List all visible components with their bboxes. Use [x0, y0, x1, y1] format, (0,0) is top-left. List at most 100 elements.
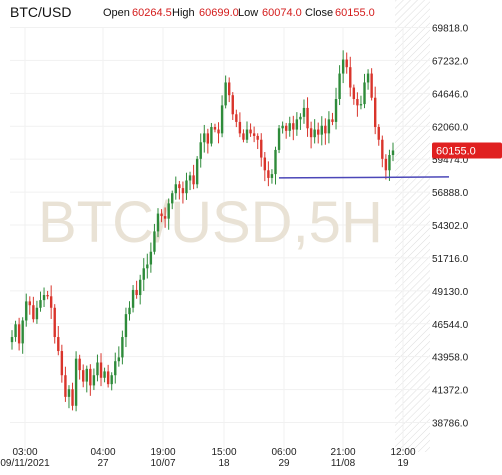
candle [352, 84, 356, 105]
chart-title: BTC/USD [10, 4, 71, 20]
candle-body [121, 337, 124, 358]
candle-body [324, 125, 327, 134]
candle [35, 300, 39, 324]
candle [128, 301, 131, 321]
candle [381, 135, 384, 168]
candle [334, 87, 338, 130]
candle [295, 112, 299, 136]
candle [32, 296, 35, 323]
candle-body [299, 116, 302, 120]
candle [224, 75, 227, 109]
candle [313, 119, 316, 144]
candle-body [388, 155, 391, 171]
candle-body [320, 125, 323, 135]
candle [153, 223, 156, 255]
candle-body [171, 193, 174, 204]
candle-body [370, 73, 373, 98]
candle [46, 290, 49, 300]
candle-body [199, 142, 202, 159]
watermark: BTC/USD,5H [38, 190, 383, 255]
candle [231, 92, 234, 120]
candle-body [188, 175, 192, 181]
y-tick-label: 49130.0 [432, 287, 469, 298]
candle-body [281, 125, 284, 129]
candle-body [292, 123, 295, 130]
candle-body [249, 129, 252, 134]
candle-body [359, 104, 363, 106]
candle-body [338, 73, 341, 100]
candle [256, 133, 259, 150]
candles [10, 50, 395, 412]
candle [42, 287, 46, 308]
candle-body [99, 362, 103, 378]
last-price-marker: 60155.0 [432, 142, 502, 159]
candle [288, 116, 291, 137]
candle [178, 180, 181, 200]
candle-body [331, 119, 334, 122]
candle [17, 317, 21, 351]
candle [388, 149, 391, 181]
candle [149, 242, 153, 273]
candle-body [317, 129, 320, 135]
candle [384, 154, 388, 180]
candle [235, 109, 238, 128]
candle-body [306, 107, 309, 129]
candle [71, 382, 74, 411]
candle [377, 124, 380, 146]
candle-body [220, 105, 224, 134]
candle-body [363, 82, 366, 105]
candle [25, 293, 28, 327]
candle-body [377, 127, 380, 140]
candle [188, 171, 192, 191]
support-line [278, 176, 450, 179]
candle-body [39, 300, 42, 308]
candle [356, 92, 359, 117]
candle-body [267, 170, 270, 178]
candle [10, 330, 14, 350]
candle-body [14, 324, 17, 338]
ohlc-value: 60074.0 [262, 7, 302, 19]
candle [64, 366, 67, 402]
candle-body [46, 295, 49, 297]
candle [306, 97, 309, 137]
last-price-label: 60155.0 [436, 145, 476, 157]
candle [349, 56, 352, 97]
candle [28, 296, 32, 315]
candle-body [206, 133, 210, 144]
candle-body [288, 123, 291, 131]
last-price-badge [432, 142, 502, 159]
candle-body [334, 99, 338, 122]
candle [199, 133, 202, 168]
candle [78, 354, 81, 380]
chart-header: BTC/USD Open 60264.5 High 60699.0 Low 60074.0… [10, 4, 375, 20]
candle [277, 125, 281, 154]
ohlc-label: Close [305, 7, 333, 19]
candle [341, 50, 345, 84]
candle [171, 190, 174, 210]
candle-body [96, 362, 99, 376]
candle [263, 152, 267, 182]
candle-body [167, 203, 170, 219]
candle [185, 172, 188, 200]
candle [320, 116, 323, 146]
candle [338, 65, 341, 106]
candle [67, 385, 71, 409]
candle [160, 209, 163, 223]
candle-body [32, 305, 35, 320]
candle [135, 280, 138, 299]
candle [292, 115, 295, 141]
candle-body [160, 213, 163, 217]
candle-body [146, 264, 149, 269]
candle-body [178, 184, 181, 189]
candle-body [203, 133, 206, 143]
candle [85, 365, 88, 393]
candle-body [210, 127, 213, 144]
y-tick-label: 64646.0 [432, 89, 469, 100]
candle-body [345, 59, 348, 68]
ohlc-label: High [172, 7, 195, 19]
x-tick-time: 19:00 [150, 447, 175, 458]
candle-body [295, 119, 299, 130]
candle-body [174, 184, 177, 194]
candle-body [60, 351, 64, 376]
x-tick-date: 09/11/2021 [0, 458, 50, 469]
